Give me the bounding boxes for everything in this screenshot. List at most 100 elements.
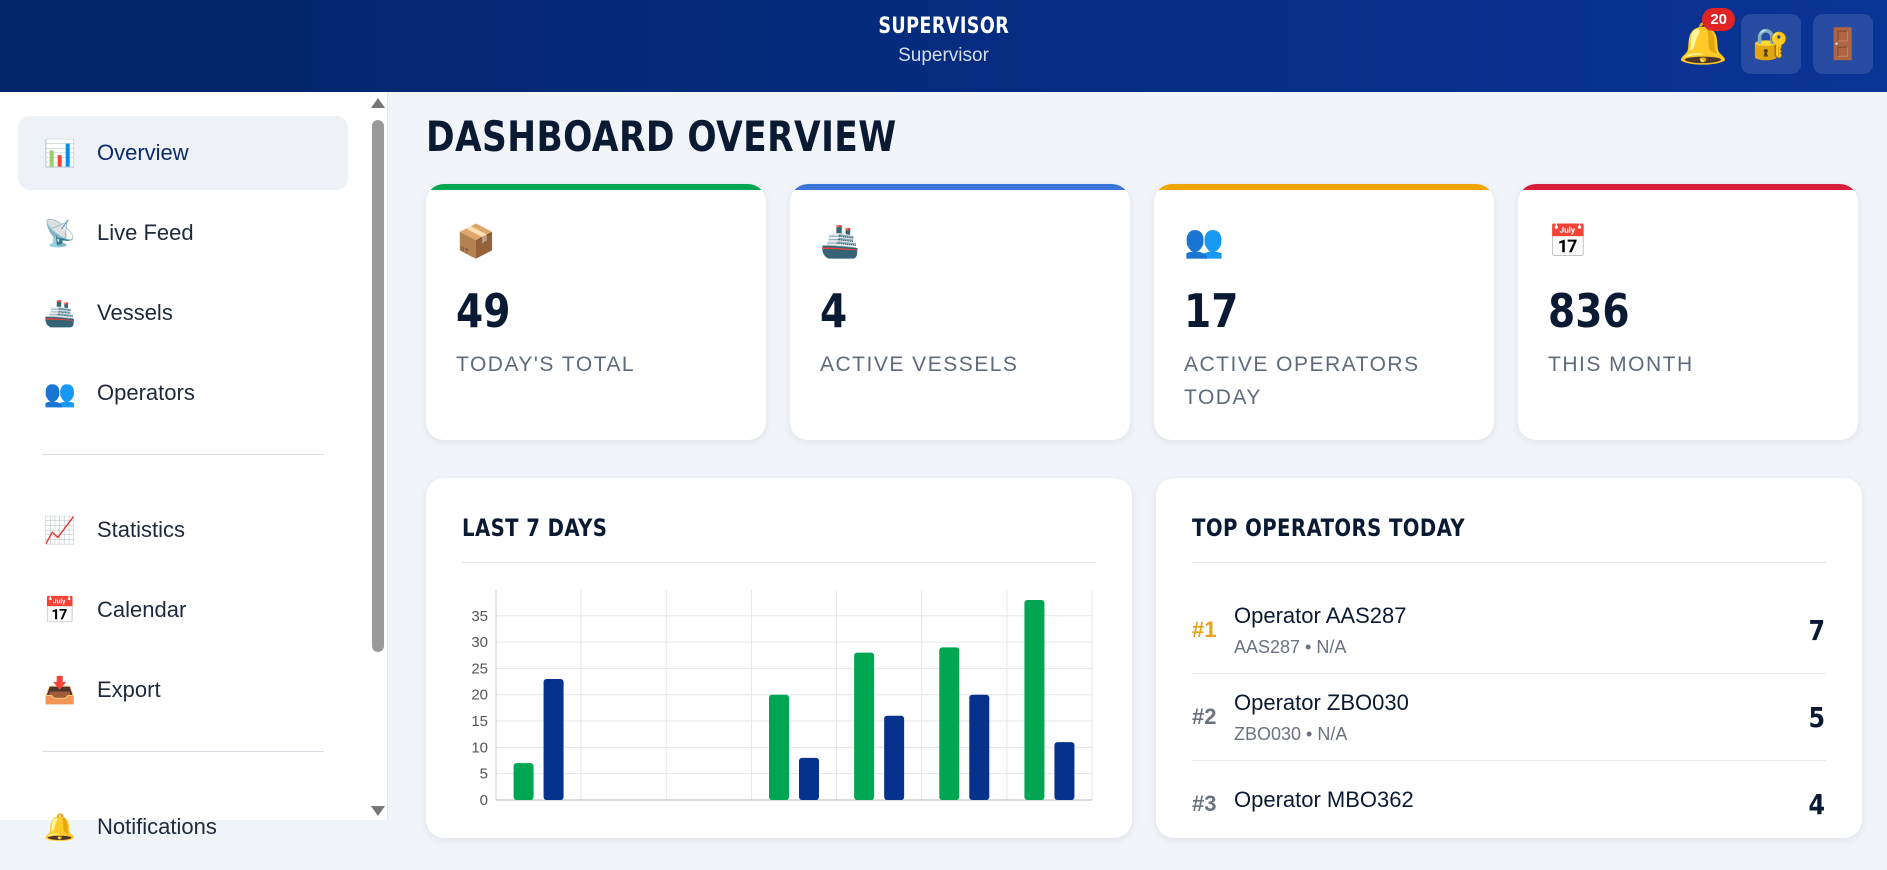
calendar-icon: 📅 <box>43 594 77 625</box>
operator-rank: #3 <box>1192 791 1217 816</box>
stat-card: 📅 836 THIS MONTH <box>1518 184 1858 440</box>
sidebar: 📊 Overview 📡 Live Feed 🚢 Vessels 👥 Operators 📈 S… <box>0 92 388 842</box>
stat-label: TODAY'S TOTAL <box>456 353 636 376</box>
operator-sub: AAS287 • N/A <box>1234 636 1347 657</box>
stat-card: 🚢 4 ACTIVE VESSELS <box>790 184 1130 440</box>
operator-rank: #2 <box>1192 704 1217 729</box>
bar-series1 <box>1024 600 1045 800</box>
sidebar-item-label: Live Feed <box>97 220 194 245</box>
bar-series2 <box>1054 742 1075 800</box>
sidebar-item-calendar[interactable]: 📅 Calendar <box>18 573 348 647</box>
header-title: SUPERVISOR <box>878 14 1009 39</box>
nav-divider <box>42 751 324 752</box>
stat-label: ACTIVE OPERATORS TODAY <box>1184 353 1420 409</box>
operator-info: Operator MBO362 <box>1234 787 1807 821</box>
main-content: DASHBOARD OVERVIEW 📦 49 TODAY'S TOTAL 🚢 4 ACT… <box>426 92 1862 838</box>
operator-row[interactable]: #3 Operator MBO362 4 <box>1192 761 1826 838</box>
sidebar-item-vessels[interactable]: 🚢 Vessels <box>18 276 348 350</box>
sidebar-nav: 📊 Overview 📡 Live Feed 🚢 Vessels 👥 Operators 📈 S… <box>18 116 348 870</box>
operators-list: #1 Operator AAS287 AAS287 • N/A 7 #2 Operator… <box>1192 587 1826 838</box>
sidebar-item-export[interactable]: 📥 Export <box>18 653 348 727</box>
vessels-icon: 🚢 <box>43 297 77 328</box>
bar-series2 <box>884 715 905 800</box>
stat-value: 17 <box>1184 284 1239 338</box>
scroll-down-arrow[interactable] <box>371 806 385 816</box>
notifications-button[interactable]: 🔔 20 <box>1677 8 1735 74</box>
operator-count: 5 <box>1807 700 1825 734</box>
sidebar-item-operators[interactable]: 👥 Operators <box>18 356 348 430</box>
operator-info: Operator ZBO030 ZBO030 • N/A <box>1234 690 1807 745</box>
stat-card-accent <box>1518 184 1858 190</box>
stat-icon: 👥 <box>1184 223 1224 259</box>
sidebar-item-label: Statistics <box>97 517 186 542</box>
operator-sub: ZBO030 • N/A <box>1234 723 1348 744</box>
sidebar-item-notifications[interactable]: 🔔 Notifications <box>18 790 348 864</box>
operator-row[interactable]: #1 Operator AAS287 AAS287 • N/A 7 <box>1192 587 1826 674</box>
top-operators-panel: TOP OPERATORS TODAY #1 Operator AAS287 AAS… <box>1156 478 1862 838</box>
sidebar-item-overview[interactable]: 📊 Overview <box>18 116 348 190</box>
statistics-icon: 📈 <box>43 514 77 545</box>
y-tick-label: 0 <box>480 792 488 809</box>
stat-icon: 📅 <box>1548 223 1588 259</box>
stat-card: 👥 17 ACTIVE OPERATORS TODAY <box>1154 184 1494 440</box>
bar-series1 <box>513 763 534 800</box>
operator-count: 4 <box>1807 787 1825 821</box>
stat-value: 49 <box>456 284 511 338</box>
header-actions: 🔔 20 🔐 🚪 <box>1677 8 1873 74</box>
stat-card-accent <box>790 184 1130 190</box>
bar-series1 <box>854 652 875 800</box>
stat-value: 4 <box>820 284 848 338</box>
stat-icon: 📦 <box>456 223 496 259</box>
stat-value: 836 <box>1548 284 1630 338</box>
bar-series1 <box>769 694 789 800</box>
stat-icon: 🚢 <box>820 223 860 259</box>
operators-icon: 👥 <box>43 377 77 408</box>
y-tick-label: 10 <box>471 739 488 756</box>
stat-card-accent <box>1154 184 1494 190</box>
operator-count: 7 <box>1807 613 1825 647</box>
bar-series2 <box>799 757 819 800</box>
lock-button[interactable]: 🔐 <box>1741 14 1801 74</box>
sidebar-item-label: Export <box>97 677 161 702</box>
overview-icon: 📊 <box>43 137 77 168</box>
sidebar-item-label: Notifications <box>97 814 217 839</box>
bar-series2 <box>543 678 564 800</box>
logout-button[interactable]: 🚪 <box>1813 14 1873 74</box>
operator-info: Operator AAS287 AAS287 • N/A <box>1234 603 1807 658</box>
sidebar-item-label: Vessels <box>97 300 173 325</box>
sidebar-scrollbar[interactable] <box>370 92 386 820</box>
header-logo-area <box>0 0 312 92</box>
lock-key-icon: 🔐 <box>1752 27 1790 61</box>
panel-divider <box>1192 562 1826 563</box>
scroll-thumb[interactable] <box>372 120 384 652</box>
bar-series2 <box>969 694 990 800</box>
operators-panel-title: TOP OPERATORS TODAY <box>1192 514 1466 542</box>
y-tick-label: 15 <box>471 713 488 730</box>
stat-cards: 📦 49 TODAY'S TOTAL 🚢 4 ACTIVE VESSELS 👥 17 ACTIV… <box>426 184 1858 440</box>
scroll-up-arrow[interactable] <box>371 98 385 108</box>
chart-panel: LAST 7 DAYS 0 5 10 15 20 25 30 35 <box>426 478 1132 838</box>
operator-row[interactable]: #2 Operator ZBO030 ZBO030 • N/A 5 <box>1192 674 1826 761</box>
operator-name: Operator ZBO030 <box>1234 689 1409 715</box>
y-tick-label: 5 <box>480 766 488 783</box>
operator-name: Operator MBO362 <box>1234 787 1414 812</box>
panel-divider <box>462 562 1096 563</box>
chart-panel-title: LAST 7 DAYS <box>462 514 608 542</box>
operator-name: Operator AAS287 <box>1234 602 1407 628</box>
door-icon: 🚪 <box>1824 27 1862 61</box>
stat-card-accent <box>426 184 766 190</box>
stat-card: 📦 49 TODAY'S TOTAL <box>426 184 766 440</box>
sidebar-item-live-feed[interactable]: 📡 Live Feed <box>18 196 348 270</box>
sidebar-item-statistics[interactable]: 📈 Statistics <box>18 493 348 567</box>
sidebar-item-label: Calendar <box>97 597 187 622</box>
stat-label: THIS MONTH <box>1548 353 1694 376</box>
operator-rank: #1 <box>1192 617 1217 642</box>
nav-divider <box>42 454 324 455</box>
stat-label: ACTIVE VESSELS <box>820 353 1019 376</box>
sidebar-item-label: Overview <box>97 140 189 165</box>
y-tick-label: 25 <box>471 660 488 677</box>
bar-series1 <box>939 647 960 800</box>
header-brand: SUPERVISOR Supervisor <box>0 14 1887 67</box>
live-feed-icon: 📡 <box>43 217 77 248</box>
y-tick-label: 35 <box>471 608 488 625</box>
